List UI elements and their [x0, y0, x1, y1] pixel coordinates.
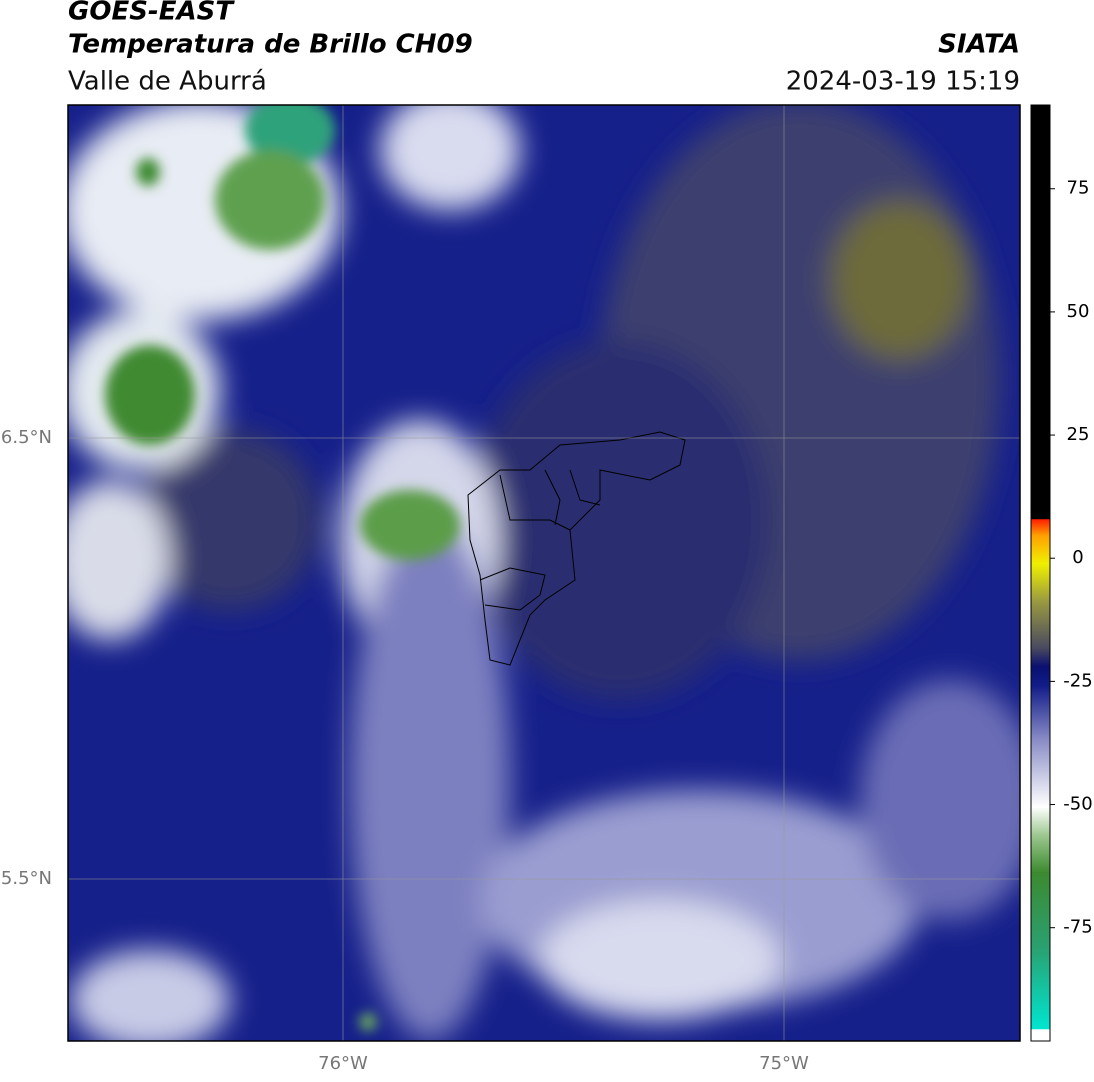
subtitle: Temperatura de Brillo CH09	[68, 30, 473, 60]
colorbar-tick-label: 25	[1067, 424, 1090, 445]
colorbar-tick-label: -50	[1063, 794, 1092, 815]
colorbar-tick-label: 50	[1067, 301, 1090, 322]
map-frame	[67, 104, 1021, 1042]
graticule	[68, 105, 1020, 1041]
datetime: 2024-03-19 15:19	[786, 67, 1020, 97]
title: GOES-EAST	[68, 0, 235, 27]
colorbar-ticks: 75 50 25 0 -25 -50 -75	[1050, 178, 1093, 938]
lat-label: 6.5°N	[1, 427, 52, 448]
colorbar-tick-label: 0	[1072, 547, 1083, 568]
colorbar-tick-label: 75	[1067, 178, 1090, 199]
lon-label: 75°W	[759, 1053, 809, 1074]
colorbar	[1030, 104, 1051, 1042]
satellite-image	[68, 105, 1020, 1041]
colorbar-tick-label: -25	[1063, 670, 1092, 691]
region: Valle de Aburrá	[68, 67, 267, 97]
municipal-boundaries	[467, 431, 686, 666]
source: SIATA	[938, 30, 1020, 60]
colorbar-tick-label: -75	[1063, 917, 1092, 938]
lon-label: 76°W	[318, 1053, 368, 1074]
lat-label: 5.5°N	[1, 868, 52, 889]
